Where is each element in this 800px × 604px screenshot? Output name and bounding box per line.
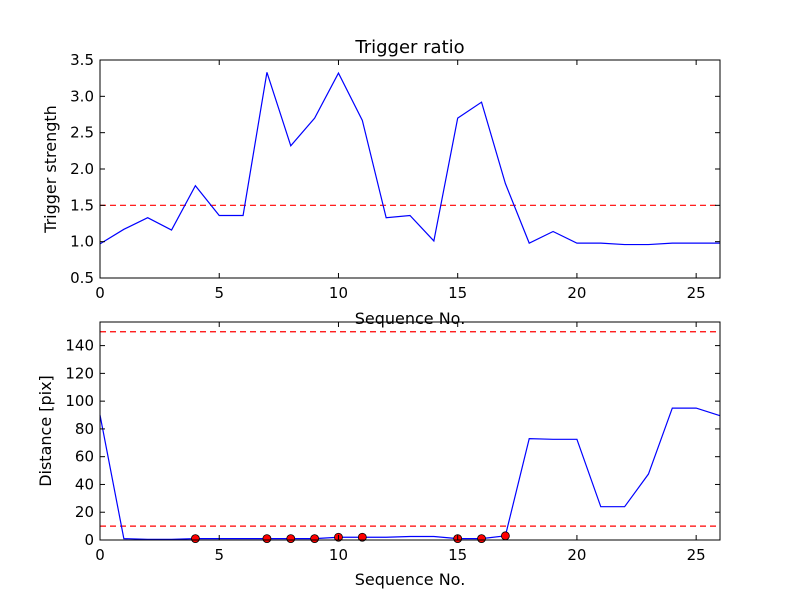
plot-frame xyxy=(99,321,721,541)
y-tick-label: 100 xyxy=(65,392,94,410)
data-point xyxy=(286,534,296,544)
data-point xyxy=(190,534,200,544)
plot-frame xyxy=(99,59,721,279)
data-point xyxy=(500,531,510,541)
x-tick-label: 25 xyxy=(687,546,706,564)
y-axis-label: Trigger strength xyxy=(41,105,60,234)
y-tick-label: 0.5 xyxy=(70,269,94,287)
x-tick-label: 15 xyxy=(448,546,467,564)
data-point xyxy=(310,534,320,544)
y-axis-label: Distance [pix] xyxy=(36,375,55,487)
y-tick-label: 120 xyxy=(65,364,94,382)
y-tick-label: 2.5 xyxy=(70,124,94,142)
data-point xyxy=(357,532,367,542)
x-tick-label: 15 xyxy=(448,284,467,302)
y-tick-label: 40 xyxy=(75,475,94,493)
y-tick-label: 3.0 xyxy=(70,87,94,105)
data-point xyxy=(262,534,272,544)
x-tick-label: 20 xyxy=(567,284,586,302)
chart-title: Trigger ratio xyxy=(354,37,464,58)
x-axis-label: Sequence No. xyxy=(355,570,466,589)
y-tick-label: 140 xyxy=(65,337,94,355)
series-line xyxy=(99,407,721,540)
subplot-trigger-ratio: Trigger ratio 0 5 10 15 20 25 0.5 1.0 1.5 2.0 2.5 3… xyxy=(41,37,721,328)
subplot-distance: 0 5 10 15 20 25 0 20 40 60 80 100 120 140 Sequence No… xyxy=(36,321,721,589)
y-tick-label: 1.5 xyxy=(70,196,94,214)
x-tick-label: 5 xyxy=(214,284,224,302)
x-tick-label: 5 xyxy=(214,546,224,564)
y-tick-label: 3.5 xyxy=(70,51,94,69)
x-axis-label: Sequence No. xyxy=(355,309,466,328)
data-point xyxy=(477,534,486,544)
x-tick-label: 20 xyxy=(567,546,586,564)
series-line xyxy=(99,71,720,246)
y-tick-label: 60 xyxy=(75,448,94,466)
x-tick-label: 10 xyxy=(329,546,348,564)
y-tick-label: 2.0 xyxy=(70,160,94,178)
y-tick-label: 80 xyxy=(75,420,94,438)
x-tick-label: 0 xyxy=(95,546,105,564)
x-tick-label: 0 xyxy=(95,284,105,302)
x-tick-label: 25 xyxy=(687,284,706,302)
y-tick-label: 1.0 xyxy=(70,233,94,251)
x-tick-label: 10 xyxy=(329,284,348,302)
y-tick-label: 20 xyxy=(75,503,94,521)
y-tick-label: 0 xyxy=(84,531,94,549)
